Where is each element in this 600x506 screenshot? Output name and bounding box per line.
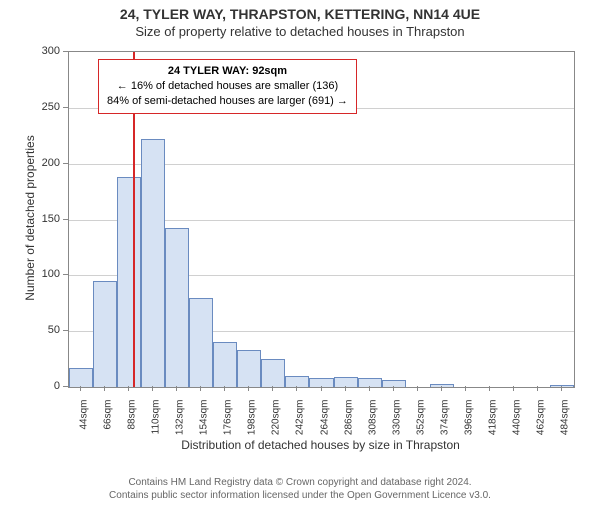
x-tick xyxy=(272,386,273,391)
x-tick-label: 286sqm xyxy=(343,400,354,436)
x-tick-label: 198sqm xyxy=(247,400,258,436)
x-tick xyxy=(345,386,346,391)
x-tick-label: 440sqm xyxy=(511,400,522,436)
x-tick xyxy=(513,386,514,391)
x-tick xyxy=(296,386,297,391)
x-tick-label: 88sqm xyxy=(127,400,138,430)
x-tick xyxy=(417,386,418,391)
x-tick xyxy=(200,386,201,391)
histogram-bar xyxy=(117,177,141,387)
y-tick-label: 50 xyxy=(36,324,60,336)
info-box-line3: 84% of semi-detached houses are larger (… xyxy=(107,94,348,109)
histogram-bar xyxy=(261,359,285,387)
x-tick-label: 264sqm xyxy=(319,400,330,436)
y-tick-label: 300 xyxy=(36,45,60,57)
y-axis-title: Number of detached properties xyxy=(23,128,37,308)
x-tick xyxy=(128,386,129,391)
page-subtitle: Size of property relative to detached ho… xyxy=(0,24,600,39)
x-tick-label: 176sqm xyxy=(223,400,234,436)
histogram-bar xyxy=(189,298,213,387)
x-tick xyxy=(369,386,370,391)
x-tick-label: 132sqm xyxy=(175,400,186,436)
x-tick-label: 308sqm xyxy=(367,400,378,436)
histogram-bar xyxy=(141,139,165,387)
y-tick xyxy=(63,163,68,164)
y-tick xyxy=(63,219,68,220)
histogram-bar xyxy=(165,228,189,387)
x-tick xyxy=(393,386,394,391)
x-tick-label: 330sqm xyxy=(391,400,402,436)
x-tick xyxy=(152,386,153,391)
y-tick xyxy=(63,274,68,275)
x-tick-label: 242sqm xyxy=(295,400,306,436)
histogram-bar xyxy=(285,376,309,387)
histogram-bar xyxy=(93,281,117,387)
histogram-bar xyxy=(213,342,237,387)
y-tick xyxy=(63,386,68,387)
x-tick-label: 462sqm xyxy=(535,400,546,436)
attribution-line2: Contains public sector information licen… xyxy=(0,489,600,502)
x-tick xyxy=(104,386,105,391)
x-tick xyxy=(80,386,81,391)
y-tick-label: 150 xyxy=(36,213,60,225)
x-tick xyxy=(489,386,490,391)
info-box-line2: ← 16% of detached houses are smaller (13… xyxy=(107,79,348,94)
page-title: 24, TYLER WAY, THRAPSTON, KETTERING, NN1… xyxy=(0,6,600,22)
x-tick xyxy=(248,386,249,391)
x-tick-label: 66sqm xyxy=(103,400,114,430)
histogram-bar xyxy=(237,350,261,387)
property-info-box: 24 TYLER WAY: 92sqm ← 16% of detached ho… xyxy=(98,59,357,114)
x-tick xyxy=(537,386,538,391)
x-tick-label: 220sqm xyxy=(271,400,282,436)
x-tick-label: 396sqm xyxy=(463,400,474,436)
x-tick-label: 110sqm xyxy=(151,400,162,435)
x-tick xyxy=(441,386,442,391)
x-tick-label: 154sqm xyxy=(199,400,210,436)
y-tick-label: 200 xyxy=(36,157,60,169)
x-tick-label: 374sqm xyxy=(439,400,450,436)
x-tick-label: 484sqm xyxy=(559,400,570,436)
y-tick-label: 100 xyxy=(36,268,60,280)
x-tick-label: 44sqm xyxy=(79,400,90,430)
x-tick-label: 418sqm xyxy=(487,400,498,436)
x-tick xyxy=(465,386,466,391)
info-box-line1: 24 TYLER WAY: 92sqm xyxy=(107,64,348,79)
y-tick-label: 0 xyxy=(36,380,60,392)
y-tick-label: 250 xyxy=(36,101,60,113)
attribution-line1: Contains HM Land Registry data © Crown c… xyxy=(0,476,600,489)
y-tick xyxy=(63,330,68,331)
histogram-bar xyxy=(69,368,93,387)
x-tick xyxy=(321,386,322,391)
y-tick xyxy=(63,107,68,108)
x-tick xyxy=(224,386,225,391)
attribution-text: Contains HM Land Registry data © Crown c… xyxy=(0,476,600,502)
y-tick xyxy=(63,51,68,52)
x-tick-label: 352sqm xyxy=(415,400,426,436)
x-tick xyxy=(176,386,177,391)
x-axis-title: Distribution of detached houses by size … xyxy=(68,438,573,452)
x-tick xyxy=(561,386,562,391)
